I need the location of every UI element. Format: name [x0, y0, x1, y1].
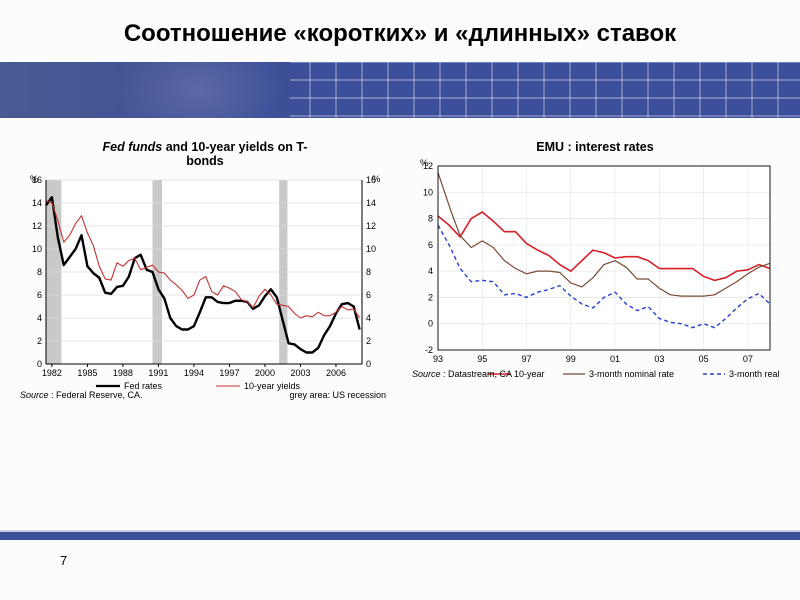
- svg-text:1991: 1991: [148, 368, 168, 378]
- chart-right-box: EMU : interest rates -202468101293959799…: [408, 140, 782, 406]
- svg-text:0: 0: [366, 359, 371, 369]
- svg-text:14: 14: [32, 198, 42, 208]
- banner-grid: [0, 62, 800, 118]
- svg-text:6: 6: [37, 290, 42, 300]
- svg-text:2: 2: [366, 336, 371, 346]
- svg-text:2: 2: [37, 336, 42, 346]
- svg-text:95: 95: [477, 354, 487, 364]
- svg-text:14: 14: [366, 198, 376, 208]
- svg-text:2: 2: [428, 292, 433, 302]
- svg-text:4: 4: [366, 313, 371, 323]
- chart-left: 0022446688101012121414161619821985198819…: [18, 172, 390, 406]
- svg-text:6: 6: [428, 240, 433, 250]
- svg-text:1997: 1997: [219, 368, 239, 378]
- svg-text:07: 07: [743, 354, 753, 364]
- svg-text:2000: 2000: [255, 368, 275, 378]
- header-banner: [0, 62, 800, 118]
- svg-text:1994: 1994: [184, 368, 204, 378]
- svg-text:93: 93: [433, 354, 443, 364]
- page-number: 7: [60, 553, 67, 568]
- svg-text:6: 6: [366, 290, 371, 300]
- chart-left-title: Fed funds and 10-year yields on T-bonds: [18, 140, 392, 168]
- svg-text:1985: 1985: [77, 368, 97, 378]
- svg-text:99: 99: [566, 354, 576, 364]
- svg-text:%: %: [372, 174, 381, 185]
- svg-text:Source : Datastream, CA: Source : Datastream, CA: [412, 369, 512, 379]
- svg-text:3-month real rate: 3-month real rate: [729, 369, 780, 379]
- chart-right: -20246810129395979901030507%10-year3-mon…: [408, 158, 780, 392]
- svg-text:05: 05: [699, 354, 709, 364]
- page-title: Соотношение «коротких» и «длинных» ставо…: [0, 0, 800, 62]
- svg-text:10-year: 10-year: [514, 369, 545, 379]
- charts-row: Fed funds and 10-year yields on T-bonds …: [0, 118, 800, 406]
- chart-right-title: EMU : interest rates: [408, 140, 782, 154]
- svg-text:1982: 1982: [42, 368, 62, 378]
- svg-text:10: 10: [32, 244, 42, 254]
- svg-text:8: 8: [366, 267, 371, 277]
- footer-bar: [0, 532, 800, 540]
- svg-text:10: 10: [423, 187, 433, 197]
- svg-text:2003: 2003: [290, 368, 310, 378]
- svg-text:Source : Federal Reserve, CA: Source : Federal Reserve, CA.: [20, 390, 143, 400]
- svg-text:0: 0: [428, 319, 433, 329]
- chart-left-box: Fed funds and 10-year yields on T-bonds …: [18, 140, 392, 406]
- svg-text:12: 12: [32, 221, 42, 231]
- svg-text:8: 8: [37, 267, 42, 277]
- svg-text:-2: -2: [425, 345, 433, 355]
- svg-text:12: 12: [366, 221, 376, 231]
- svg-text:2006: 2006: [326, 368, 346, 378]
- svg-text:4: 4: [37, 313, 42, 323]
- svg-text:1988: 1988: [113, 368, 133, 378]
- svg-text:03: 03: [654, 354, 664, 364]
- svg-text:10: 10: [366, 244, 376, 254]
- svg-text:01: 01: [610, 354, 620, 364]
- svg-text:97: 97: [522, 354, 532, 364]
- svg-text:grey area: US recession: grey area: US recession: [289, 390, 386, 400]
- svg-text:3-month nominal rate: 3-month nominal rate: [589, 369, 674, 379]
- svg-text:%: %: [30, 174, 39, 185]
- svg-text:4: 4: [428, 266, 433, 276]
- svg-text:8: 8: [428, 214, 433, 224]
- svg-text:%: %: [420, 158, 429, 169]
